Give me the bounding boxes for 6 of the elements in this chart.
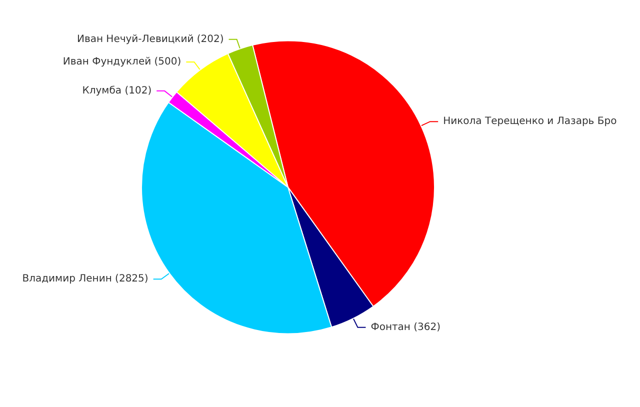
slice-label: Клумба (102) bbox=[82, 85, 152, 96]
slice-label: Фонтан (362) bbox=[370, 322, 441, 333]
slice-label: Иван Фундуклей (500) bbox=[62, 56, 182, 68]
slice-label: Никола Терещенко и Лазарь Бро bbox=[443, 116, 617, 128]
slice-label: Иван Нечуй-Левицкий (202) bbox=[76, 34, 224, 45]
slice-label: Владимир Ленин (2825) bbox=[22, 274, 148, 285]
